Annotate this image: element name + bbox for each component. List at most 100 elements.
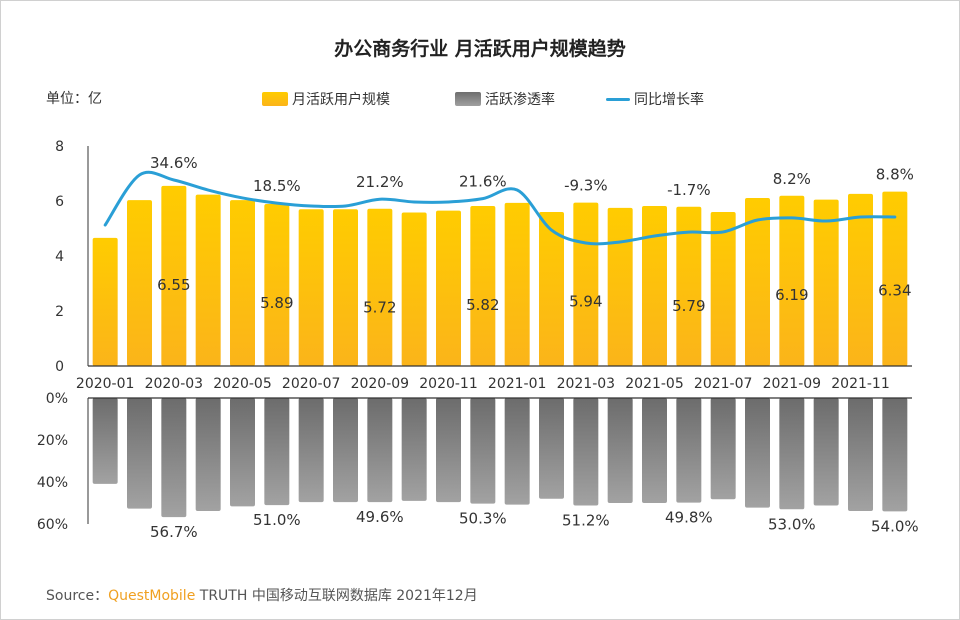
y-tick-label-bottom: 20% (37, 433, 68, 449)
mau-bar (779, 195, 805, 366)
x-tick-label: 2021-11 (831, 376, 890, 392)
mau-data-label: 6.55 (157, 276, 190, 294)
mau-bar (470, 205, 496, 366)
mau-bar (642, 205, 667, 366)
y-tick-label-top: 6 (55, 194, 64, 210)
mau-data-label: 5.82 (466, 296, 499, 314)
penetration-bar (401, 398, 427, 501)
x-tick-label: 2021-07 (694, 376, 753, 392)
mau-bar (436, 210, 461, 366)
y-tick-label-bottom: 40% (37, 475, 68, 491)
mau-bar (264, 204, 290, 366)
penetration-bar (367, 398, 393, 503)
penetration-bar (333, 398, 358, 503)
penetration-bar (539, 398, 564, 499)
legend-label-penetration: 活跃渗透率 (485, 92, 555, 108)
legend-swatch-penetration (455, 92, 481, 106)
penetration-bar (92, 398, 118, 484)
penetration-bar (676, 398, 702, 503)
penetration-bar (882, 398, 908, 512)
y-tick-label-top: 8 (55, 139, 64, 155)
penetration-data-label: 54.0% (871, 517, 919, 535)
x-tick-label: 2021-03 (557, 376, 616, 392)
mau-bar (539, 212, 564, 366)
growth-data-label: 21.2% (356, 173, 404, 191)
x-tick-label: 2020-07 (282, 376, 341, 392)
mau-bar (676, 206, 702, 366)
penetration-bar (195, 398, 221, 511)
mau-bar (127, 200, 152, 366)
mau-data-label: 5.72 (363, 299, 396, 317)
mau-bar (195, 194, 221, 366)
source-text: TRUTH 中国移动互联网数据库 2021年12月 (199, 588, 478, 604)
mau-bar (607, 207, 633, 366)
x-tick-label: 2020-09 (351, 376, 410, 392)
mau-bar (710, 212, 736, 366)
mau-bar (230, 200, 255, 366)
penetration-bar (573, 398, 599, 506)
penetration-bar (813, 398, 839, 506)
penetration-bar (436, 398, 461, 503)
penetration-data-label: 53.0% (768, 515, 816, 533)
mau-bar (92, 237, 118, 366)
penetration-bar (504, 398, 530, 505)
y-tick-label-top: 0 (55, 359, 64, 375)
source-brand-logo: QuestMobile (108, 588, 196, 604)
y-tick-label-top: 4 (55, 249, 64, 265)
source-note: Source：QuestMobile TRUTH 中国移动互联网数据库 2021… (46, 585, 478, 605)
penetration-data-label: 49.8% (665, 509, 713, 527)
legend-item-penetration: 活跃渗透率 (455, 89, 555, 109)
mau-bar (882, 191, 908, 366)
mau-bar (333, 209, 358, 366)
growth-data-label: 34.6% (150, 154, 198, 172)
mau-bar (813, 199, 839, 366)
penetration-bar (470, 398, 496, 504)
penetration-bar (161, 398, 187, 518)
legend-item-mau: 月活跃用户规模 (262, 89, 390, 109)
growth-data-label: -1.7% (667, 181, 711, 199)
growth-data-label: -9.3% (564, 177, 608, 195)
mau-data-label: 6.34 (878, 282, 911, 300)
legend-swatch-mau (262, 92, 288, 106)
x-tick-label: 2020-11 (419, 376, 478, 392)
penetration-data-label: 50.3% (459, 510, 507, 528)
mau-bar (298, 209, 324, 366)
growth-data-label: 8.8% (876, 166, 914, 184)
growth-line (103, 170, 897, 246)
mau-bar (367, 208, 393, 366)
mau-data-label: 5.89 (260, 294, 293, 312)
penetration-data-label: 49.6% (356, 508, 404, 526)
mau-bar (504, 202, 530, 366)
penetration-bar (642, 398, 667, 503)
legend-label-mau: 月活跃用户规模 (292, 92, 390, 108)
mau-bar (573, 202, 599, 366)
penetration-bar (298, 398, 324, 503)
growth-data-label: 8.2% (773, 170, 811, 188)
mau-bar (401, 212, 427, 366)
x-tick-label: 2021-05 (625, 376, 684, 392)
penetration-bar (710, 398, 736, 500)
mau-bar (745, 197, 770, 366)
unit-label: 单位：亿 (46, 91, 102, 107)
legend-label-growth: 同比增长率 (634, 92, 704, 108)
penetration-bar (745, 398, 770, 508)
growth-data-label: 18.5% (253, 177, 301, 195)
mau-data-label: 5.79 (672, 297, 705, 315)
growth-data-label: 21.6% (459, 173, 507, 191)
x-tick-label: 2020-05 (213, 376, 272, 392)
x-tick-label: 2021-01 (488, 376, 547, 392)
penetration-data-label: 51.2% (562, 512, 610, 530)
y-tick-label-bottom: 60% (37, 517, 68, 533)
x-tick-label: 2020-01 (76, 376, 135, 392)
penetration-bar (607, 398, 633, 503)
penetration-bar (848, 398, 873, 511)
penetration-bar (779, 398, 805, 510)
source-prefix: Source： (46, 588, 109, 604)
mau-bar (848, 193, 873, 366)
penetration-data-label: 56.7% (150, 523, 198, 541)
y-tick-label-bottom: 0% (46, 391, 68, 407)
legend-item-growth: 同比增长率 (606, 89, 704, 109)
legend-swatch-growth (606, 97, 630, 101)
x-tick-label: 2020-03 (145, 376, 204, 392)
